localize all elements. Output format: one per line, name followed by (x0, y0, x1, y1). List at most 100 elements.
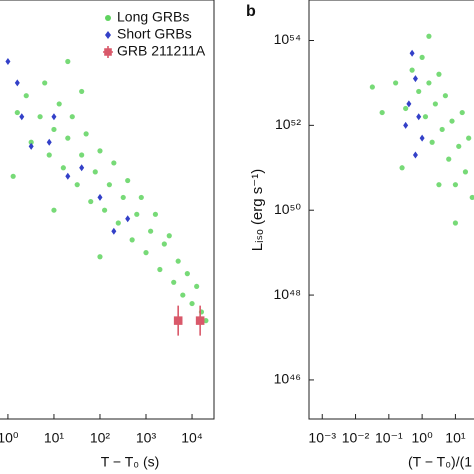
point (393, 80, 399, 86)
point (369, 84, 375, 90)
point (129, 237, 135, 243)
point (175, 258, 181, 264)
point (409, 67, 415, 73)
legend-swatch (103, 46, 113, 58)
x-tick-label: 10¹ (44, 430, 65, 446)
point (459, 109, 465, 116)
point (184, 271, 190, 277)
point (429, 139, 435, 145)
point (426, 33, 432, 39)
legend-swatch (105, 15, 111, 21)
point (134, 211, 140, 217)
point (51, 126, 57, 133)
x-tick-label: 10⁴ (181, 430, 203, 446)
point (120, 194, 126, 201)
point (449, 118, 455, 124)
point (111, 160, 117, 166)
legend-marker (103, 46, 113, 58)
y-tick-label: 10⁴⁶ (274, 371, 301, 387)
point (452, 182, 459, 188)
point (157, 266, 163, 273)
point (115, 220, 121, 226)
point (446, 156, 452, 162)
y-tick-label: 10⁴⁸ (274, 286, 302, 302)
point (409, 49, 415, 57)
point (412, 75, 418, 83)
plot-frame (308, 0, 474, 420)
point (148, 228, 154, 234)
point (406, 100, 412, 108)
point (462, 169, 469, 175)
point (106, 182, 112, 188)
panel-label: b (246, 3, 256, 20)
point (79, 88, 85, 95)
point (416, 113, 422, 121)
point (97, 148, 103, 154)
point (194, 283, 200, 290)
point (65, 58, 71, 65)
point (419, 134, 425, 142)
point (88, 198, 94, 205)
x-tick-label: 10⁰ (412, 430, 434, 446)
point (403, 121, 409, 129)
point (14, 109, 20, 116)
point (19, 113, 25, 121)
point (125, 215, 131, 223)
y-tick-label: 10⁵² (275, 116, 301, 132)
point (416, 88, 422, 95)
legend-label: Long GRBs (117, 9, 189, 25)
point (83, 131, 89, 137)
point (111, 227, 117, 235)
point (60, 165, 66, 171)
x-axis-label: (T − T₀)/(1 + z) (s) (408, 454, 474, 470)
point (28, 142, 34, 150)
point (426, 80, 432, 86)
point (173, 305, 183, 336)
point (28, 139, 34, 145)
point (180, 292, 186, 298)
point (171, 279, 177, 285)
point (37, 114, 43, 120)
point (74, 182, 80, 188)
point (436, 182, 442, 188)
point (456, 143, 462, 149)
point (97, 254, 103, 260)
point (152, 211, 159, 217)
point (442, 93, 448, 99)
y-tick-label: 10⁵⁰ (274, 201, 301, 217)
point (46, 152, 52, 158)
point (466, 135, 472, 141)
legend-label: Short GRBs (117, 26, 192, 42)
point (69, 114, 75, 120)
point (403, 105, 409, 112)
point (51, 113, 57, 121)
point (65, 172, 71, 180)
x-tick-label: 10¹ (445, 430, 466, 446)
x-tick-label: 10⁻³ (308, 430, 336, 446)
x-tick-label: 10⁰ (0, 430, 19, 446)
y-axis-label: Lᵢₛₒ (erg s⁻¹) (249, 169, 266, 251)
point (97, 193, 103, 201)
point (422, 114, 429, 120)
point (79, 164, 85, 172)
point (436, 71, 442, 77)
point (166, 233, 172, 239)
point (125, 177, 131, 184)
point (379, 109, 385, 116)
point (419, 54, 425, 60)
point (195, 305, 205, 336)
point (469, 194, 474, 201)
point (14, 79, 20, 87)
x-tick-label: 10³ (136, 430, 157, 446)
point (138, 194, 144, 201)
point (79, 152, 85, 158)
legend-marker (105, 15, 111, 21)
x-tick-label: 10² (90, 430, 111, 446)
point (65, 135, 71, 141)
point (161, 241, 167, 247)
point (439, 126, 445, 133)
legend-swatch (105, 31, 111, 39)
x-tick-label: 10⁻¹ (375, 430, 403, 446)
legend-label: GRB 211211A (117, 43, 206, 59)
point (432, 101, 438, 107)
